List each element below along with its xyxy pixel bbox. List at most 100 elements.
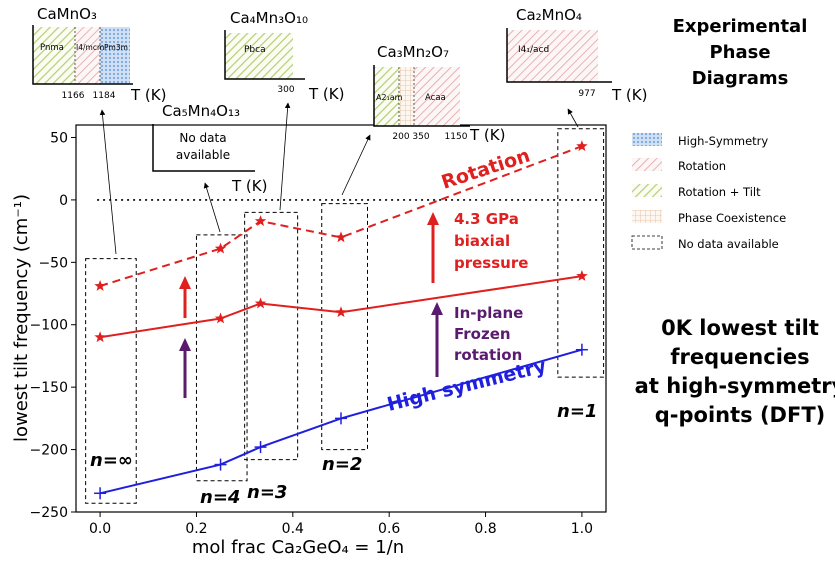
data-point-star [335, 306, 347, 318]
phase-label: I4/mcm [76, 43, 104, 52]
temp-tick: 200 [392, 132, 409, 142]
n-label: n=4 [200, 487, 240, 508]
n-label: n=2 [322, 454, 362, 475]
inset-axes [152, 124, 255, 172]
label-rotation: Rotation [439, 144, 533, 193]
temp-axis-label: T (K) [308, 85, 344, 103]
data-point-plus [335, 412, 347, 425]
data-point-plus [94, 487, 107, 500]
n-label: n=∞ [90, 450, 133, 471]
series-group [94, 140, 588, 500]
inset-ca2mno4: Ca₂MnO₄ I4₁/acd 977 T (K) [506, 6, 647, 104]
no-data-note: No data available [176, 131, 230, 162]
x-tick-label: 0.0 [89, 521, 111, 537]
y-tick-label: 0 [59, 193, 68, 209]
legend-label: No data available [678, 237, 779, 251]
legend-swatch-high-symmetry [632, 133, 662, 146]
title-exp-line: Diagrams [692, 68, 789, 89]
lbl-pressure-line: pressure [454, 254, 528, 272]
title-exp-line: Experimental [673, 16, 808, 37]
arrow-to-ca3mn2o7 [341, 134, 371, 196]
label-high-symmetry: High symmetry [385, 355, 549, 416]
label-frozen-rotation: In-plane Frozen rotation [454, 304, 523, 364]
purple-arrowhead-left [179, 338, 191, 351]
lbl-frozen-line: rotation [454, 346, 522, 364]
temp-axis-label: T (K) [231, 177, 267, 195]
main-plot: 50 0 −50 −100 −150 −200 −250 0.0 0.2 0.4 0.6 0.8 1.… [11, 124, 607, 558]
data-point-star [576, 140, 588, 152]
phase-rotation [75, 27, 100, 84]
title-exp-line: Phase [709, 42, 770, 63]
composition-box [557, 128, 605, 378]
temp-tick: 977 [578, 89, 595, 99]
y-tick-label: 50 [50, 130, 68, 146]
shift-arrows [179, 212, 443, 398]
data-point-star [335, 231, 347, 243]
legend-label: High-Symmetry [678, 134, 768, 148]
red-arrowhead-right [427, 212, 439, 225]
data-point-star [254, 297, 267, 309]
title-dft-line: 0K lowest tilt [661, 316, 819, 340]
phase-coexistence [399, 67, 414, 126]
y-tick-label: −50 [38, 255, 68, 271]
legend-label: Rotation [678, 159, 726, 173]
data-point-plus [214, 458, 227, 471]
data-point-star [254, 215, 267, 226]
phase-rotation [507, 30, 598, 82]
temp-tick: 1184 [93, 91, 116, 101]
legend: High-Symmetry Rotation Rotation + Tilt P… [631, 133, 786, 251]
purple-arrowhead-right [431, 302, 443, 315]
inset-camno3: CaMnO₃ Pnma I4/mcm Pm3m 1166 1184 T (K) [32, 5, 166, 104]
phase-label: Pnma [40, 43, 64, 53]
phase-label: Acaa [425, 93, 446, 103]
title-dft-line: at high-symmetry [635, 374, 835, 398]
title-dft-line: frequencies [670, 345, 809, 369]
n-label: n=1 [557, 401, 597, 422]
label-biaxial-pressure: 4.3 GPa biaxial pressure [454, 210, 528, 272]
phase-label: A2₁am [376, 93, 403, 102]
legend-label: Rotation + Tilt [678, 185, 761, 199]
lbl-frozen-line: In-plane [454, 304, 523, 322]
inset-axes [224, 30, 305, 80]
arrow-to-ca4mn3o10 [279, 102, 291, 211]
phase-high-symmetry [100, 27, 130, 84]
data-point-star [214, 242, 227, 254]
composition-box [321, 203, 368, 451]
inset-ca3mn2o7: Ca₃Mn₂O₇ A2₁am Acaa 200 350 1150 T (K) [373, 43, 505, 144]
n-labels: n=∞ n=4 n=3 n=2 n=1 [90, 401, 597, 508]
lbl-frozen-line: Frozen [454, 325, 511, 343]
legend-swatch-no-data [631, 235, 663, 250]
y-tick-label: −200 [30, 443, 68, 459]
phase-label: Pbca [244, 45, 266, 55]
x-tick-label: 0.4 [282, 521, 304, 537]
experimental-title: Experimental Phase Diagrams [673, 16, 808, 89]
inset-ca4mn3o10: Ca₄Mn₃O₁₀ Pbca 300 T (K) [224, 9, 344, 103]
x-tick-label: 0.2 [185, 521, 207, 537]
x-axis: 0.0 0.2 0.4 0.6 0.8 1.0 [89, 512, 593, 537]
inset-ca5mn4o13: Ca₅Mn₄O₁₃ No data available T (K) [152, 102, 267, 195]
plot-frame [75, 124, 607, 513]
temp-axis-label: T (K) [611, 86, 647, 104]
legend-swatch-rotation-tilt [632, 184, 662, 197]
data-point-star [94, 280, 106, 291]
x-axis-title: mol frac Ca₂GeO₄ = 1/n [192, 537, 404, 558]
no-data-boxes [85, 128, 605, 504]
x-tick-label: 1.0 [571, 521, 593, 537]
data-point-star [94, 331, 106, 343]
connector-arrows [99, 102, 579, 255]
ca5-note-line: No data [179, 131, 226, 145]
y-axis-title: lowest tilt frequency (cm⁻¹) [11, 194, 32, 442]
phase-label: Pm3m [104, 43, 128, 52]
arrow-to-ca2mno4 [567, 108, 579, 128]
y-axis: 50 0 −50 −100 −150 −200 −250 [30, 130, 76, 521]
lbl-pressure-line: biaxial [454, 232, 510, 250]
inset-axes [32, 25, 133, 85]
n-label: n=3 [247, 482, 287, 503]
phase-rotation-tilt [33, 27, 75, 84]
inset-axes [506, 28, 612, 83]
phase-rotation-tilt [374, 67, 399, 126]
composition-box [244, 211, 299, 461]
y-tick-label: −150 [30, 380, 68, 396]
lbl-pressure-line: 4.3 GPa [454, 210, 519, 228]
